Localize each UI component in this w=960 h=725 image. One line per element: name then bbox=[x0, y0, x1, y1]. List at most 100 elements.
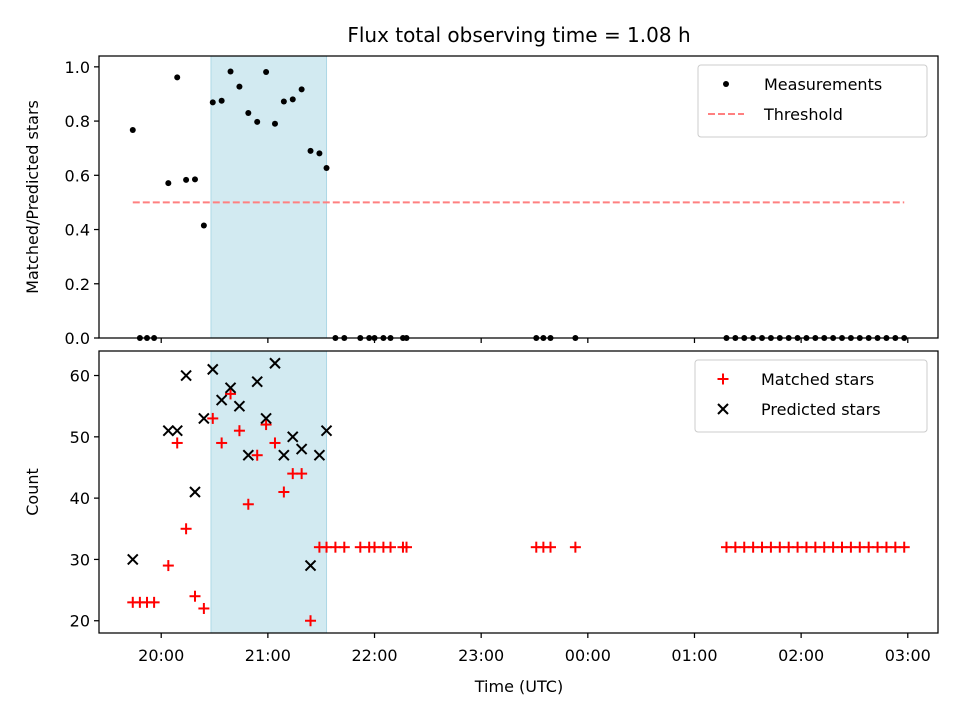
predicted-stars-point bbox=[278, 449, 290, 461]
measurements-point bbox=[307, 147, 314, 154]
count-axes-frame bbox=[98, 350, 939, 634]
ratio-panel: 0.0 0.2 0.4 0.6 0.8 1.0 Matched/Predicted star… bbox=[23, 55, 939, 348]
measurements-point bbox=[183, 176, 190, 183]
predicted-stars-point bbox=[260, 412, 272, 425]
x-tick-label: 02:00 bbox=[778, 646, 824, 665]
count-panel: 20 30 40 50 60 20:00 21:00 22:00 23:00 00:00 01:00… bbox=[23, 350, 939, 665]
count-y-tick-label: 60 bbox=[70, 367, 90, 386]
measurements-point bbox=[271, 120, 278, 127]
matched-stars-legend-label: Matched stars bbox=[761, 370, 874, 389]
matched-stars-point bbox=[148, 596, 160, 608]
measurements-point bbox=[209, 99, 216, 106]
x-tick-label: 22:00 bbox=[351, 646, 397, 665]
measurements-point bbox=[165, 180, 172, 187]
matched-stars-point bbox=[401, 541, 413, 553]
measurements-legend-label: Measurements bbox=[764, 75, 882, 94]
x-axis-label: Time (UTC) bbox=[474, 677, 563, 696]
ratio-axes-frame bbox=[98, 55, 939, 339]
measurements-point bbox=[218, 97, 225, 104]
measurements-point bbox=[245, 109, 252, 116]
matched-stars-point bbox=[251, 449, 263, 461]
matched-stars-point bbox=[544, 541, 556, 553]
measurements-point bbox=[227, 68, 234, 75]
measurements-point bbox=[289, 96, 296, 103]
measurements-point bbox=[236, 83, 243, 90]
matched-stars-point bbox=[569, 541, 581, 553]
matched-stars-point bbox=[216, 437, 228, 449]
measurements-point bbox=[129, 127, 136, 134]
matched-stars-point bbox=[233, 425, 245, 437]
matched-stars-point bbox=[162, 560, 174, 572]
predicted-stars-point bbox=[162, 424, 175, 437]
x-tick-label: 23:00 bbox=[458, 646, 504, 665]
matched-stars-point bbox=[269, 437, 281, 449]
matched-stars-point bbox=[338, 541, 350, 553]
count-y-tick-label: 20 bbox=[70, 612, 90, 631]
ratio-y-axis-label: Matched/Predicted stars bbox=[23, 100, 42, 294]
ratio-legend: Measurements Threshold bbox=[697, 64, 928, 138]
count-y-axis-label: Count bbox=[23, 468, 42, 516]
measurements-legend-marker bbox=[723, 81, 729, 87]
ratio-y-tick-label: 0.4 bbox=[65, 221, 90, 240]
x-tick-label: 00:00 bbox=[565, 646, 611, 665]
ratio-y-tick-label: 0.2 bbox=[65, 275, 90, 294]
chart-title: Flux total observing time = 1.08 h bbox=[347, 23, 690, 47]
matched-stars-point bbox=[242, 498, 254, 510]
predicted-stars-point bbox=[313, 449, 326, 461]
matched-stars-point bbox=[305, 615, 317, 627]
matched-stars-point bbox=[180, 523, 192, 535]
measurements-point bbox=[254, 118, 261, 125]
predicted-stars-point bbox=[251, 375, 263, 388]
measurements-point bbox=[174, 74, 181, 81]
ratio-y-tick-label: 0.6 bbox=[65, 166, 90, 185]
predicted-stars-point bbox=[320, 424, 333, 437]
predicted-stars-legend-label: Predicted stars bbox=[761, 400, 881, 419]
threshold-legend-label: Threshold bbox=[763, 105, 843, 124]
ratio-observing-window bbox=[210, 55, 328, 339]
predicted-stars-point bbox=[180, 369, 192, 382]
count-y-tick-label: 50 bbox=[70, 428, 90, 447]
measurements-point bbox=[316, 150, 323, 157]
predicted-stars-legend-marker bbox=[717, 403, 729, 415]
matched-stars-point bbox=[171, 437, 183, 449]
measurements-point bbox=[191, 176, 198, 183]
matched-stars-point bbox=[385, 541, 397, 553]
x-tick-label: 21:00 bbox=[245, 646, 291, 665]
measurements-point bbox=[263, 68, 270, 75]
predicted-stars-point bbox=[224, 382, 237, 394]
ratio-y-tick-label: 0.8 bbox=[65, 112, 90, 131]
predicted-stars-point bbox=[269, 357, 281, 369]
x-tick-label: 03:00 bbox=[885, 646, 931, 665]
predicted-stars-point bbox=[215, 394, 228, 406]
predicted-stars-point bbox=[233, 400, 246, 412]
predicted-stars-point bbox=[242, 449, 255, 461]
matched-stars-point bbox=[207, 412, 219, 424]
ratio-y-tick-label: 0.0 bbox=[65, 329, 90, 348]
matched-stars-legend-marker bbox=[717, 373, 729, 385]
matched-stars-point bbox=[189, 590, 201, 602]
predicted-stars-point bbox=[189, 486, 201, 498]
count-y-tick-label: 30 bbox=[70, 550, 90, 569]
measurements-point bbox=[200, 222, 207, 229]
matched-stars-point bbox=[898, 541, 910, 553]
matched-stars-point bbox=[260, 419, 272, 431]
predicted-stars-point bbox=[304, 559, 317, 572]
predicted-stars-point bbox=[171, 424, 183, 437]
predicted-stars-point bbox=[127, 553, 139, 566]
predicted-stars-point bbox=[207, 363, 219, 376]
matched-stars-point bbox=[198, 602, 210, 614]
matched-stars-point bbox=[225, 388, 237, 400]
x-tick-label: 20:00 bbox=[138, 646, 184, 665]
matched-stars-point bbox=[296, 468, 308, 480]
count-legend: Matched stars Predicted stars bbox=[694, 359, 928, 433]
measurements-point bbox=[298, 86, 305, 93]
ratio-y-tick-label: 1.0 bbox=[65, 58, 90, 77]
predicted-stars-point bbox=[287, 431, 299, 443]
matched-stars-point bbox=[278, 486, 290, 498]
predicted-stars-point bbox=[198, 412, 210, 425]
x-tick-label: 01:00 bbox=[671, 646, 717, 665]
measurements-point bbox=[280, 98, 287, 105]
measurements-point bbox=[323, 164, 330, 171]
